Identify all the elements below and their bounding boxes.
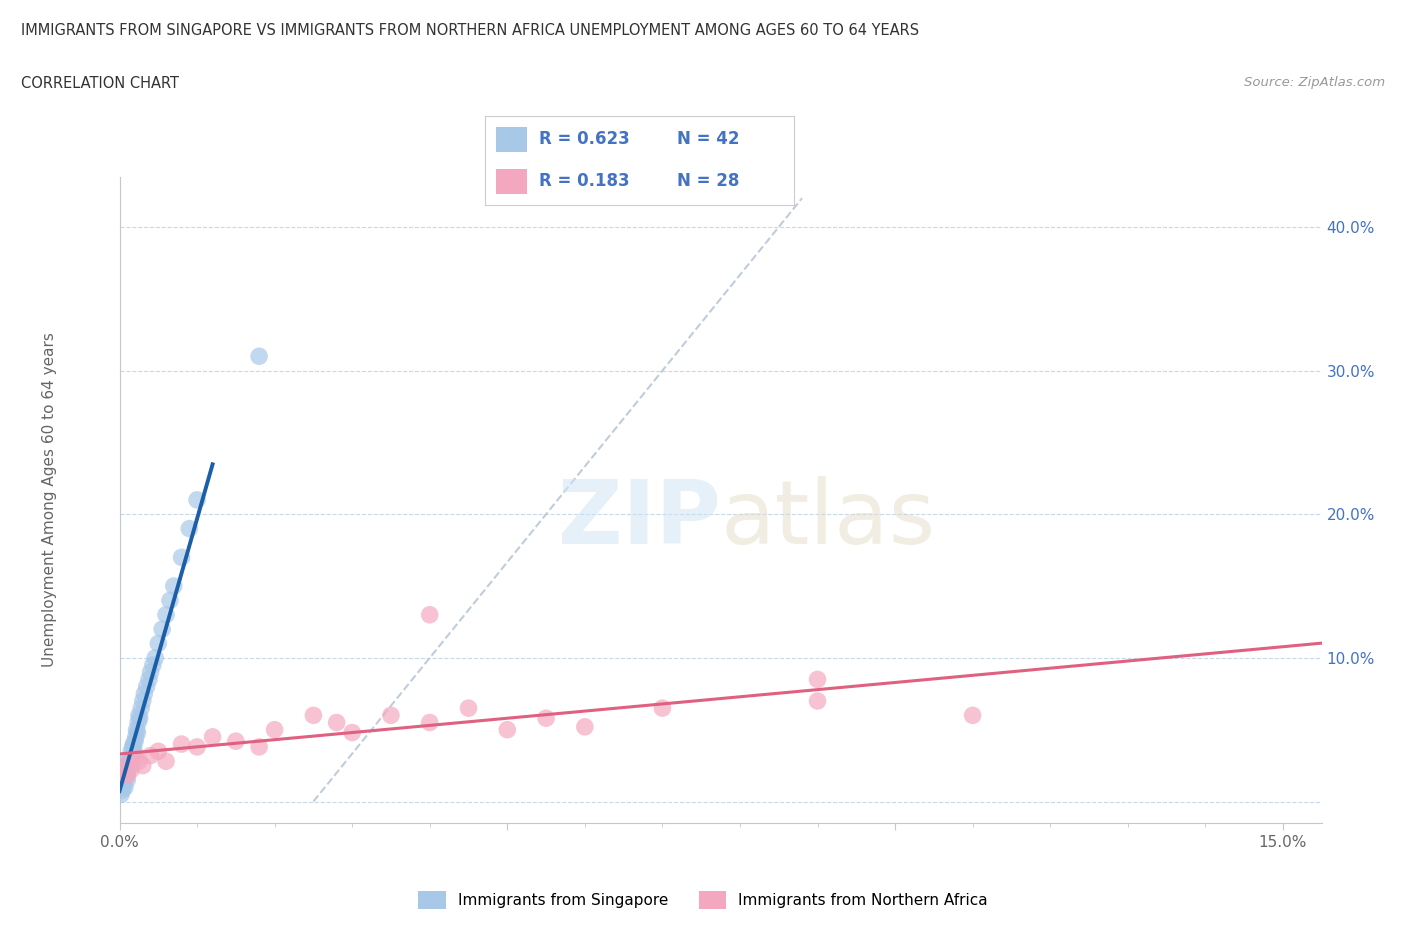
Point	[419, 607, 441, 622]
Point	[186, 739, 208, 754]
Y-axis label: Unemployment Among Ages 60 to 64 years: Unemployment Among Ages 60 to 64 years	[42, 332, 58, 668]
Point	[155, 754, 177, 769]
Legend: Immigrants from Singapore, Immigrants from Northern Africa: Immigrants from Singapore, Immigrants fr…	[412, 885, 994, 915]
Text: R = 0.623: R = 0.623	[538, 130, 630, 148]
Point	[128, 708, 150, 723]
Text: IMMIGRANTS FROM SINGAPORE VS IMMIGRANTS FROM NORTHERN AFRICA UNEMPLOYMENT AMONG : IMMIGRANTS FROM SINGAPORE VS IMMIGRANTS …	[21, 23, 920, 38]
Point	[128, 711, 150, 725]
Point	[962, 708, 984, 723]
Point	[112, 777, 135, 791]
Point	[117, 763, 139, 777]
Point	[121, 748, 143, 763]
Point	[170, 550, 193, 565]
Point	[114, 768, 136, 783]
Point	[247, 349, 270, 364]
Point	[325, 715, 347, 730]
Point	[128, 754, 150, 769]
Text: ZIP: ZIP	[558, 476, 720, 563]
Point	[148, 636, 170, 651]
Point	[806, 672, 828, 687]
Point	[132, 758, 155, 773]
Text: CORRELATION CHART: CORRELATION CHART	[21, 76, 179, 91]
Point	[534, 711, 557, 725]
Text: R = 0.183: R = 0.183	[538, 172, 630, 191]
Point	[111, 765, 134, 780]
Point	[127, 725, 149, 740]
Point	[114, 779, 136, 794]
Point	[127, 715, 149, 730]
FancyBboxPatch shape	[496, 169, 527, 194]
Point	[122, 744, 145, 759]
Point	[651, 700, 673, 715]
Point	[150, 622, 173, 637]
Point	[148, 744, 170, 759]
Point	[115, 765, 138, 780]
Point	[155, 607, 177, 622]
Point	[117, 768, 139, 783]
Point	[263, 723, 285, 737]
Point	[121, 739, 143, 754]
Point	[124, 734, 146, 749]
Point	[118, 754, 141, 769]
Point	[170, 737, 193, 751]
Point	[118, 751, 141, 766]
Point	[125, 729, 148, 744]
Point	[163, 578, 186, 593]
Text: N = 42: N = 42	[676, 130, 740, 148]
Point	[117, 758, 139, 773]
Point	[340, 725, 363, 740]
Point	[159, 593, 181, 608]
Point	[111, 779, 134, 794]
Text: N = 28: N = 28	[676, 172, 740, 191]
Point	[122, 737, 145, 751]
Text: atlas: atlas	[720, 476, 936, 563]
Point	[132, 694, 155, 709]
FancyBboxPatch shape	[496, 126, 527, 152]
Point	[380, 708, 402, 723]
Text: Source: ZipAtlas.com: Source: ZipAtlas.com	[1244, 76, 1385, 89]
Point	[139, 748, 162, 763]
Point	[142, 658, 165, 672]
Point	[120, 758, 142, 773]
Point	[112, 758, 135, 773]
Point	[120, 744, 142, 759]
Point	[134, 686, 156, 701]
Point	[124, 751, 146, 766]
Point	[201, 729, 224, 744]
Point	[111, 782, 134, 797]
Point	[112, 773, 135, 788]
Point	[186, 493, 208, 508]
Point	[457, 700, 479, 715]
Point	[138, 672, 160, 687]
Point	[806, 694, 828, 709]
Point	[225, 734, 247, 749]
Point	[139, 665, 162, 680]
Point	[496, 723, 519, 737]
Point	[135, 679, 157, 694]
Point	[143, 650, 166, 665]
Point	[574, 720, 596, 735]
Point	[129, 700, 152, 715]
Point	[120, 763, 142, 777]
Point	[110, 787, 132, 802]
Point	[247, 739, 270, 754]
Point	[125, 723, 148, 737]
Point	[117, 773, 139, 788]
Point	[179, 521, 201, 536]
Point	[302, 708, 325, 723]
Point	[419, 715, 441, 730]
